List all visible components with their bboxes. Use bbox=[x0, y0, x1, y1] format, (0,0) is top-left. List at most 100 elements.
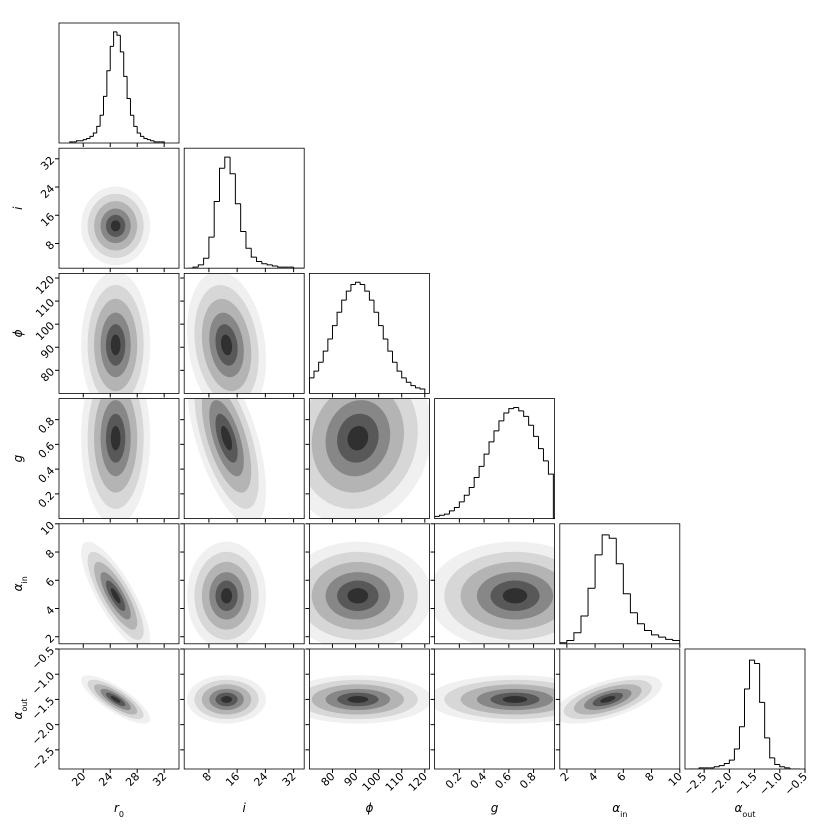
histogram-step bbox=[533, 425, 539, 437]
histogram-step bbox=[608, 534, 617, 539]
density-contour bbox=[94, 201, 138, 251]
histogram-step bbox=[498, 420, 504, 431]
panel-frame bbox=[183, 147, 305, 269]
axis-label: i bbox=[243, 801, 247, 815]
histogram-step bbox=[92, 132, 97, 137]
axis-subscript: in bbox=[620, 810, 627, 819]
histogram-step bbox=[309, 377, 315, 394]
panel-frame bbox=[308, 648, 430, 770]
histogram-step bbox=[651, 630, 659, 636]
histogram-step bbox=[256, 257, 262, 263]
histogram-step bbox=[764, 702, 770, 739]
histogram-step bbox=[723, 762, 730, 766]
histogram-step bbox=[405, 377, 411, 383]
density-contour bbox=[337, 413, 379, 463]
histogram-step bbox=[483, 453, 490, 467]
axis-symbol: α bbox=[11, 712, 25, 720]
density-contour bbox=[434, 541, 555, 644]
density-contour bbox=[87, 398, 144, 509]
density-contour bbox=[94, 298, 138, 392]
y-tick-label: 8 bbox=[43, 239, 57, 253]
y-tick-label: 90 bbox=[38, 342, 57, 361]
histogram-step bbox=[277, 265, 284, 268]
density-contour bbox=[105, 413, 126, 463]
histogram-step bbox=[373, 300, 379, 313]
x-tick-label: −1.0 bbox=[757, 770, 785, 798]
x-tick-label: 8 bbox=[643, 770, 657, 784]
panel-content bbox=[309, 541, 430, 644]
panel-frame bbox=[183, 272, 305, 394]
y-tick-label: 0.4 bbox=[36, 464, 58, 486]
histogram-step bbox=[601, 534, 610, 555]
histogram-step bbox=[419, 387, 426, 394]
panel-content bbox=[187, 156, 305, 269]
y-tick-label: 8 bbox=[43, 547, 57, 561]
density-contour bbox=[563, 679, 652, 720]
histogram-step bbox=[146, 138, 151, 141]
histogram-step bbox=[528, 416, 534, 426]
x-tick-label: 20 bbox=[69, 770, 88, 789]
density-contour bbox=[94, 684, 138, 715]
axis-subscript: out bbox=[742, 810, 755, 819]
histogram-step bbox=[779, 764, 785, 768]
histogram-step bbox=[458, 501, 465, 508]
density-contour bbox=[309, 679, 418, 720]
histogram-step bbox=[229, 157, 236, 175]
density-contour bbox=[81, 541, 151, 644]
histogram-step bbox=[143, 136, 148, 140]
histogram-step bbox=[96, 125, 101, 133]
density-contour bbox=[347, 425, 369, 451]
density-contour bbox=[87, 193, 144, 258]
panel-frame bbox=[58, 523, 180, 645]
panel-frame bbox=[183, 398, 305, 520]
density-contour bbox=[187, 273, 267, 394]
histogram-step bbox=[153, 140, 158, 143]
histogram-step bbox=[493, 430, 499, 442]
density-contour bbox=[110, 425, 121, 451]
x-tick-label: 28 bbox=[123, 770, 142, 789]
histogram-step bbox=[113, 31, 117, 47]
axis-label: i bbox=[11, 206, 25, 210]
density-contour bbox=[215, 413, 238, 463]
histogram-step bbox=[566, 639, 574, 643]
histogram-step bbox=[387, 338, 393, 352]
panel-content bbox=[187, 273, 267, 394]
panel-frame bbox=[559, 648, 681, 770]
histogram-step bbox=[382, 325, 388, 340]
density-contour bbox=[490, 692, 540, 707]
histogram-step bbox=[250, 248, 257, 258]
density-contour bbox=[209, 572, 244, 620]
x-tick-label: 32 bbox=[150, 770, 169, 789]
x-tick-label: 4 bbox=[586, 770, 600, 784]
axis-subscript: in bbox=[20, 576, 29, 583]
histogram-step bbox=[513, 406, 519, 409]
panel-content bbox=[187, 675, 267, 724]
panel-content bbox=[81, 398, 151, 519]
x-tick-label: 2 bbox=[558, 770, 572, 784]
density-contour bbox=[194, 284, 259, 394]
histogram-step bbox=[443, 513, 450, 516]
histogram-step bbox=[580, 615, 589, 633]
panel-content bbox=[81, 186, 151, 266]
density-contour bbox=[87, 679, 144, 720]
histogram-step bbox=[89, 135, 94, 139]
panel-content bbox=[81, 273, 151, 394]
panel-content bbox=[69, 31, 165, 143]
density-contour bbox=[325, 400, 391, 477]
density-contour bbox=[337, 692, 379, 707]
density-contour bbox=[559, 675, 663, 724]
axis-label: g bbox=[491, 801, 499, 815]
density-contour bbox=[209, 400, 244, 477]
panel-content bbox=[187, 398, 267, 519]
density-contour bbox=[215, 324, 238, 366]
histogram-step bbox=[453, 506, 460, 511]
density-contour bbox=[81, 186, 151, 266]
histogram-step bbox=[789, 767, 795, 769]
x-tick-label: 90 bbox=[342, 770, 361, 789]
histogram-step bbox=[473, 476, 480, 488]
density-contour bbox=[194, 679, 259, 720]
axis-label: g bbox=[11, 454, 25, 462]
panel-frame bbox=[434, 648, 556, 770]
histogram-step bbox=[364, 284, 370, 292]
